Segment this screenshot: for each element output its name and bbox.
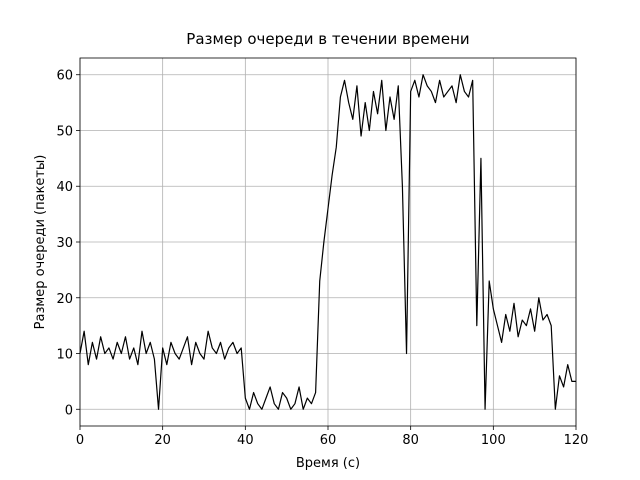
x-tick-label: 20 [154, 433, 171, 448]
chart-title: Размер очереди в течении времени [186, 30, 469, 48]
y-tick-label: 10 [56, 348, 73, 363]
data-line [79, 74, 576, 410]
y-tick-label: 40 [56, 180, 73, 195]
x-axis-label: Время (с) [296, 456, 360, 471]
y-tick-label: 50 [56, 124, 73, 139]
y-tick-label: 20 [56, 292, 73, 307]
x-tick-label: 100 [481, 433, 506, 448]
y-tick-label: 60 [56, 69, 73, 84]
y-tick-label: 30 [56, 236, 73, 251]
x-tick-label: 60 [320, 433, 337, 448]
axes-frame [79, 57, 577, 427]
x-tick-label: 120 [564, 433, 589, 448]
y-axis-label: Размер очереди (пакеты) [33, 155, 48, 330]
x-tick-label: 80 [402, 433, 419, 448]
x-tick-label: 0 [76, 433, 84, 448]
x-tick-label: 40 [237, 433, 254, 448]
y-tick-label: 0 [65, 403, 73, 418]
